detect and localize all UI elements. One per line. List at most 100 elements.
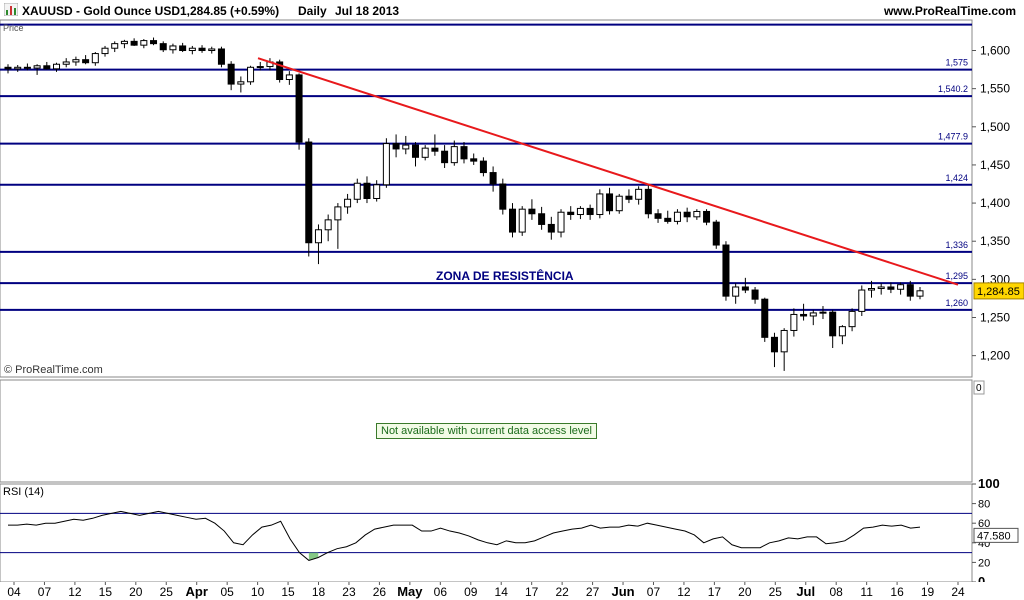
candle-body [382, 143, 390, 186]
candle-body [373, 184, 381, 199]
candle-body [14, 66, 22, 70]
indicator-axis-box [973, 380, 985, 395]
candle-body [693, 210, 701, 218]
candle-body [858, 289, 866, 312]
candle-body [72, 59, 80, 63]
candle-body [741, 286, 749, 291]
rsi-axis-tick-label: 100 [978, 476, 1000, 491]
rsi-axis-tick-label: 0 [978, 574, 985, 589]
x-axis-tick-label: 07 [647, 585, 661, 599]
x-axis-tick-label: 14 [495, 585, 509, 599]
candle-body [703, 210, 711, 223]
x-axis-tick-label: 26 [373, 585, 387, 599]
site-url[interactable]: www.ProRealTime.com [883, 4, 1016, 18]
rsi-panel-frame [0, 483, 973, 583]
candle-body [489, 172, 497, 185]
candle-body [557, 211, 565, 233]
x-axis-tick-label: 05 [220, 585, 234, 599]
candle-body [606, 193, 614, 212]
candle-body [615, 195, 623, 212]
level-label: 1,336 [945, 240, 968, 250]
candle-body [276, 61, 284, 80]
candle-body [159, 43, 167, 51]
x-axis-tick-label: 20 [738, 585, 752, 599]
price-axis-tick-label: 1,200 [980, 349, 1010, 363]
chart-icon[interactable] [4, 3, 18, 16]
x-axis-tick-label: Jul [796, 584, 815, 599]
candle-body [33, 65, 41, 69]
candle-body [877, 286, 885, 290]
price-axis-tick-label: 1,250 [980, 311, 1010, 325]
rsi-axis-tick-label: 80 [978, 499, 990, 511]
level-label: 1,575 [945, 58, 968, 68]
candle-body [790, 313, 798, 331]
x-axis-tick-label: Apr [186, 584, 208, 599]
candle-body [664, 217, 672, 222]
candle-body [324, 219, 332, 231]
candle-body [169, 45, 177, 51]
candle-body [460, 146, 468, 160]
candle-body [140, 40, 148, 46]
unavailable-notice: Not available with current data access l… [376, 423, 597, 439]
x-axis: 04 07 12 15 20 25 Apr 05 10 15 18 23 26 May 06 09 14 17 22… [0, 582, 1024, 600]
candle-body [800, 313, 808, 317]
x-axis-tick-label: 20 [129, 585, 143, 599]
resistance-zone-annotation: ZONA DE RESISTÊNCIA [436, 268, 574, 283]
candle-body [363, 182, 371, 200]
x-axis-tick-label: 11 [860, 585, 873, 599]
candle-body [62, 61, 70, 65]
candle-body [353, 182, 361, 200]
candle-body [576, 207, 584, 216]
price-axis-tick-label: 1,600 [980, 44, 1010, 58]
x-axis-tick-label: 27 [586, 585, 600, 599]
candle-body [547, 223, 555, 233]
rsi-last-value-tag [973, 527, 1019, 543]
price-panel-frame [0, 19, 973, 378]
candle-body [732, 286, 740, 297]
x-axis-tick-label: 24 [951, 585, 965, 599]
candle-body [644, 188, 652, 215]
price-axis-tick-label: 1,400 [980, 196, 1010, 210]
candle-body [402, 144, 410, 150]
candle-body [411, 144, 419, 158]
candle-body [82, 59, 90, 64]
period: Daily [298, 4, 327, 18]
candle-body [130, 40, 138, 46]
candle-body [509, 208, 517, 233]
x-axis-tick-label: 06 [434, 585, 448, 599]
candle-body [625, 195, 633, 200]
x-axis-tick-label: 15 [99, 585, 113, 599]
candle-body [101, 47, 109, 55]
candle-body [848, 310, 856, 328]
price-panel: 1,6001,5501,5001,4501,4001,3501,3001,250… [0, 19, 1024, 378]
x-axis-tick-label: 04 [7, 585, 21, 599]
indicator-axis-tick-label: 0 [976, 383, 982, 394]
candle-body [906, 284, 914, 297]
price-axis-tick-label: 1,550 [980, 82, 1010, 96]
candle-body [887, 286, 895, 290]
candle-body [867, 288, 875, 291]
level-label: 1,260 [945, 298, 968, 308]
candle-body [198, 47, 206, 52]
x-axis-tick-label: 08 [830, 585, 844, 599]
candle-body [596, 193, 604, 216]
candle-body [179, 45, 187, 52]
candle-body [4, 66, 12, 70]
candle-body [528, 208, 536, 215]
candle-body [712, 221, 720, 246]
rsi-line [8, 510, 921, 561]
candle-body [518, 208, 526, 233]
x-axis-tick-label: 19 [921, 585, 935, 599]
candle-body [91, 53, 99, 64]
candle-body [567, 211, 575, 216]
x-axis-tick-label: 16 [890, 585, 904, 599]
candle-body [295, 74, 303, 143]
candle-body [421, 147, 429, 158]
level-label: 1,424 [945, 173, 968, 183]
rsi-axis-tick-label: 60 [978, 518, 990, 530]
x-axis-tick-label: 25 [769, 585, 783, 599]
candle-body [344, 198, 352, 208]
x-axis-tick-label: 09 [464, 585, 478, 599]
level-label: 1,477.9 [938, 132, 968, 142]
